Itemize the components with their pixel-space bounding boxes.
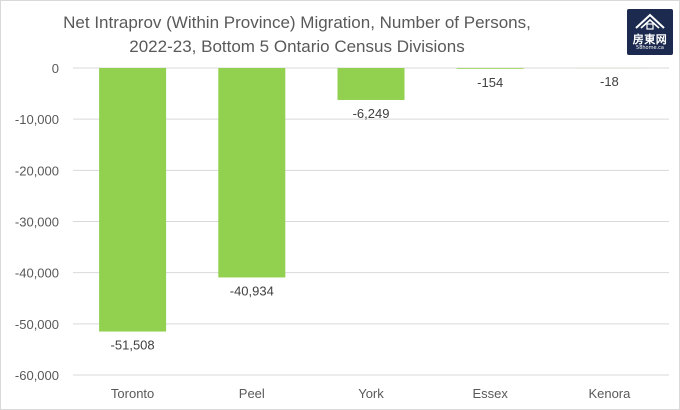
x-tick-label: York [358,386,384,401]
data-label: -154 [477,75,503,90]
data-label: -40,934 [230,283,274,298]
chart-title-line-2: 2022-23, Bottom 5 Ontario Census Divisio… [129,37,465,56]
bar [218,68,286,278]
logo-subtext: 58home.ca [636,45,664,51]
data-label: -51,508 [111,338,155,353]
logo-text: 房東网 [632,33,668,46]
x-tick-label: Peel [239,386,265,401]
data-labels: -51,508 -40,934 -6,249 -154 -18 [111,74,619,352]
y-tick-label: -40,000 [15,266,59,281]
x-axis-ticks: Toronto Peel York Essex Kenora [111,386,631,401]
x-tick-label: Kenora [588,386,631,401]
bars [99,68,643,332]
data-label: -18 [600,74,619,89]
y-axis-ticks: 0 -10,000 -20,000 -30,000 -40,000 -50,000 -60,… [15,61,59,383]
chart-title: Net Intraprov (Within Province) Migratio… [1,11,593,59]
chart-title-line-1: Net Intraprov (Within Province) Migratio… [63,13,531,32]
y-tick-label: 0 [52,61,59,76]
house-icon [635,13,665,30]
bar [456,68,524,69]
y-tick-label: -50,000 [15,317,59,332]
y-tick-label: -10,000 [15,112,59,127]
brand-logo: 房東网 58home.ca [627,9,673,55]
bar [99,68,167,332]
gridlines [73,67,669,376]
x-tick-label: Essex [472,386,508,401]
y-tick-label: -20,000 [15,163,59,178]
x-tick-label: Toronto [111,386,154,401]
y-tick-label: -30,000 [15,215,59,230]
y-tick-label: -60,000 [15,368,59,383]
bar [337,68,405,100]
data-label: -6,249 [353,106,390,121]
